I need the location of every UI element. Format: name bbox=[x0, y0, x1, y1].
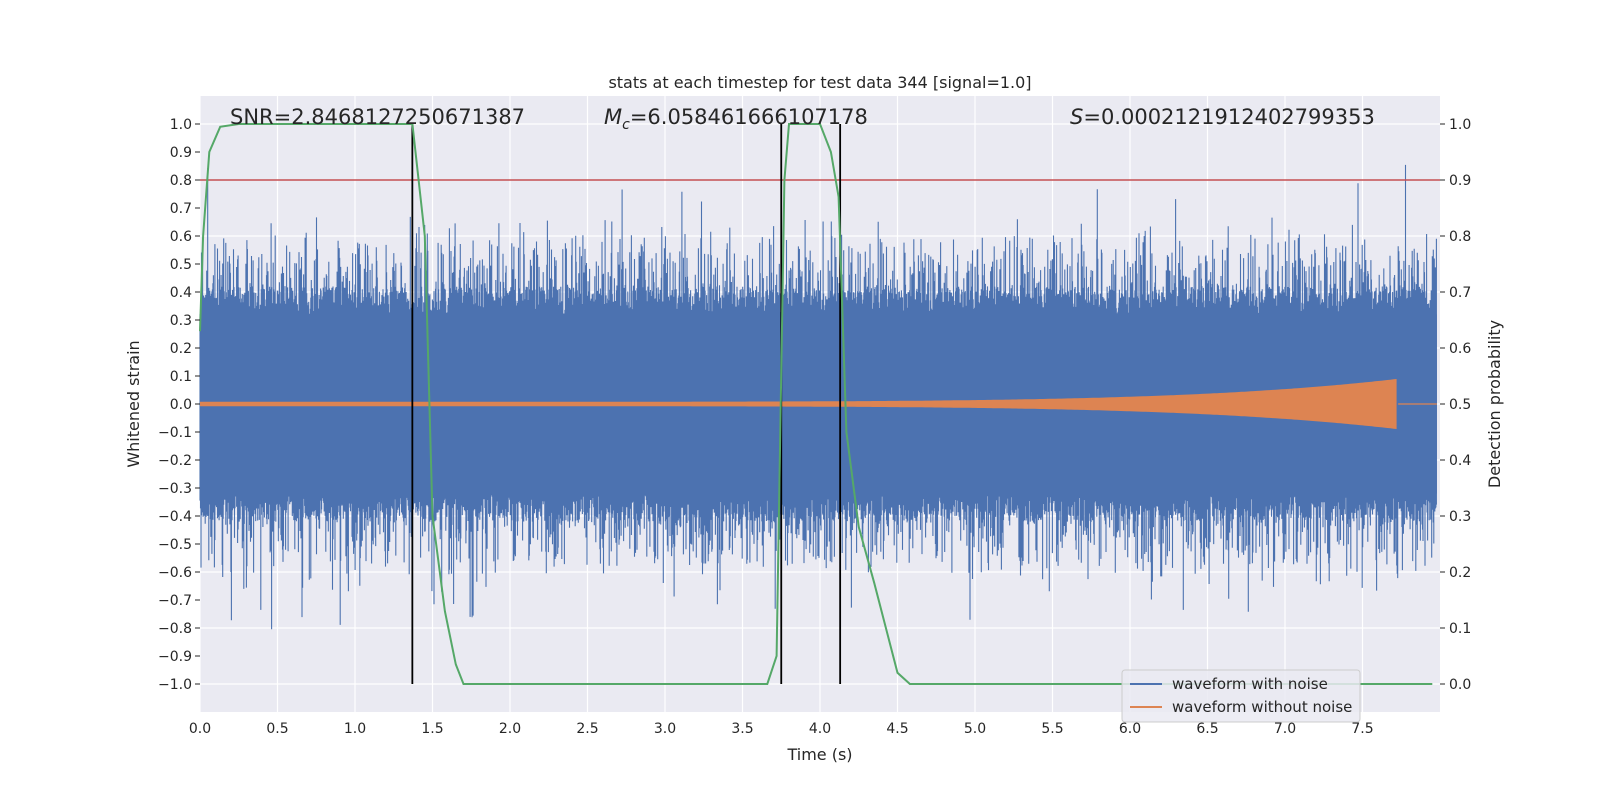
chirp-mass-annotation: Mc=6.058461666107178 bbox=[604, 105, 868, 133]
y-axis-ticks: −1.0 −0.9 −0.8 −0.7 −0.6 −0.5 −0.4 −0.3 −0.2 −0.1… bbox=[158, 117, 200, 693]
s-annotation: S=0.00021219124027993​53 bbox=[1070, 105, 1375, 129]
y-tick-label: −0.2 bbox=[158, 453, 192, 469]
x-tick-label: 6.5 bbox=[1196, 721, 1218, 737]
y-tick-label: −0.1 bbox=[158, 425, 192, 441]
x-tick-label: 7.5 bbox=[1351, 721, 1373, 737]
detection-probability-line bbox=[199, 123, 1433, 685]
s-value: =0.00021219124027993​53 bbox=[1083, 105, 1375, 129]
y2-tick-label: 0.0 bbox=[1449, 677, 1471, 693]
x-tick-label: 5.5 bbox=[1041, 721, 1063, 737]
y-tick-label: 0.3 bbox=[170, 313, 192, 329]
y-tick-label: 0.8 bbox=[170, 173, 192, 189]
y-tick-label: 0.1 bbox=[170, 369, 192, 385]
x-axis-ticks: 0.0 0.5 1.0 1.5 2.0 2.5 3.0 3.5 4.0 4.5 5.0 5.5 6.0 6… bbox=[189, 721, 1374, 737]
y2-tick-label: 1.0 bbox=[1449, 117, 1471, 133]
snr-annotation: SNR=2.8468127250671387 bbox=[230, 105, 525, 129]
y2-tick-label: 0.1 bbox=[1449, 621, 1471, 637]
y-tick-label: −1.0 bbox=[158, 677, 192, 693]
y-tick-label: 0.4 bbox=[170, 285, 192, 301]
x-tick-label: 1.0 bbox=[344, 721, 366, 737]
x-tick-label: 1.5 bbox=[421, 721, 443, 737]
y2-tick-label: 0.3 bbox=[1449, 509, 1471, 525]
x-tick-label: 0.5 bbox=[266, 721, 288, 737]
x-axis-label: Time (s) bbox=[786, 745, 852, 764]
legend-box bbox=[1121, 669, 1361, 723]
x-tick-label: 4.0 bbox=[809, 721, 831, 737]
y-tick-label: 0.7 bbox=[170, 201, 192, 217]
y2-tick-label: 0.4 bbox=[1449, 453, 1471, 469]
y2-tick-label: 0.6 bbox=[1449, 341, 1471, 357]
y-tick-label: 0.0 bbox=[170, 397, 192, 413]
y2-tick-label: 0.9 bbox=[1449, 173, 1471, 189]
y-tick-label: 0.6 bbox=[170, 229, 192, 245]
y-tick-label: 0.9 bbox=[170, 145, 192, 161]
x-tick-label: 6.0 bbox=[1119, 721, 1141, 737]
x-tick-label: 4.5 bbox=[886, 721, 908, 737]
y-tick-label: −0.6 bbox=[158, 565, 192, 581]
y2-tick-label: 0.5 bbox=[1449, 397, 1471, 413]
s-symbol: S bbox=[1070, 105, 1083, 129]
chirp-mass-subscript: c bbox=[622, 117, 630, 133]
y2-axis-label: Detection probability bbox=[1485, 320, 1504, 488]
legend-label-clean: waveform without noise bbox=[1172, 698, 1352, 716]
y-tick-label: −0.5 bbox=[158, 537, 192, 553]
y-tick-label: 1.0 bbox=[170, 117, 192, 133]
x-tick-label: 5.0 bbox=[964, 721, 986, 737]
y-tick-label: −0.7 bbox=[158, 593, 192, 609]
legend-label-noise: waveform with noise bbox=[1172, 675, 1328, 693]
chirp-mass-value: =6.058461666107178 bbox=[630, 105, 868, 129]
chart-title: stats at each timestep for test data 344… bbox=[608, 73, 1031, 92]
y-tick-label: −0.8 bbox=[158, 621, 192, 637]
x-tick-label: 0.0 bbox=[189, 721, 211, 737]
y2-tick-label: 0.7 bbox=[1449, 285, 1471, 301]
waveform-without-noise-series bbox=[200, 379, 1437, 429]
y-tick-label: −0.9 bbox=[158, 649, 192, 665]
y2-tick-label: 0.2 bbox=[1449, 565, 1471, 581]
x-tick-label: 2.0 bbox=[499, 721, 521, 737]
y-tick-label: −0.3 bbox=[158, 481, 192, 497]
y2-tick-label: 0.8 bbox=[1449, 229, 1471, 245]
x-tick-label: 2.5 bbox=[576, 721, 598, 737]
y2-axis-ticks: 0.0 0.1 0.2 0.3 0.4 0.5 0.6 0.7 0.8 0.9 1.0 bbox=[1440, 117, 1471, 693]
y-tick-label: −0.4 bbox=[158, 509, 192, 525]
x-tick-label: 3.5 bbox=[731, 721, 753, 737]
x-tick-label: 3.0 bbox=[654, 721, 676, 737]
legend: waveform with noise waveform without noi… bbox=[1121, 669, 1361, 723]
x-tick-label: 7.0 bbox=[1274, 721, 1296, 737]
y-tick-label: 0.5 bbox=[170, 257, 192, 273]
y-tick-label: 0.2 bbox=[170, 341, 192, 357]
chirp-mass-symbol: M bbox=[604, 105, 622, 129]
clean-chirp-envelope bbox=[200, 379, 1397, 429]
y-axis-label: Whitened strain bbox=[124, 340, 143, 467]
